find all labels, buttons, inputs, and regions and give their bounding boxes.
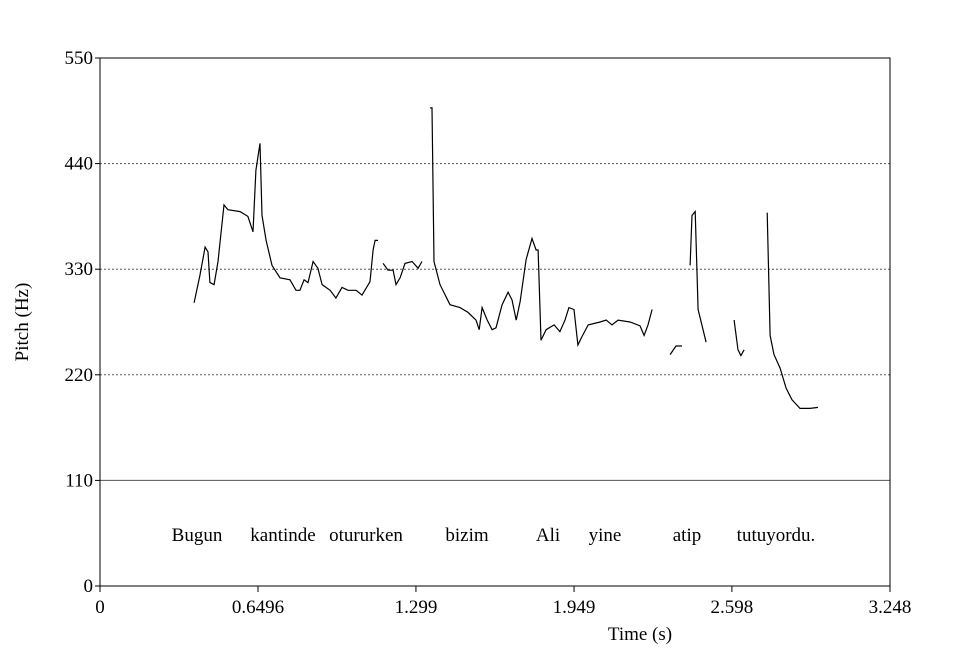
annotation: otururken (329, 525, 403, 546)
y-tick-label: 110 (65, 470, 93, 491)
x-tick-label: 3.248 (869, 597, 912, 618)
y-tick-label: 0 (84, 576, 94, 597)
y-axis-label: Pitch (Hz) (12, 283, 33, 362)
plot-frame (99, 57, 891, 587)
annotation: kantinde (250, 525, 315, 546)
y-tick-label: 330 (65, 259, 94, 280)
x-tick-label: 1.299 (395, 597, 438, 618)
annotation: Bugun (172, 525, 223, 546)
y-tick-label: 550 (65, 48, 94, 69)
annotation: tutuyordu. (737, 525, 816, 546)
pitch-line (193, 107, 819, 409)
annotation: yine (589, 525, 622, 546)
x-tick-label: 0 (95, 597, 105, 618)
y-tick-label: 220 (65, 365, 94, 386)
x-tick-label: 0.6496 (232, 597, 284, 618)
annotation: Ali (536, 525, 560, 546)
x-tick-label: 2.598 (711, 597, 754, 618)
x-tick-label: 1.949 (553, 597, 596, 618)
x-axis-label: Time (s) (608, 624, 672, 645)
y-tick-label: 440 (65, 154, 94, 175)
annotation: bizim (445, 525, 488, 546)
annotation: atip (673, 525, 702, 546)
